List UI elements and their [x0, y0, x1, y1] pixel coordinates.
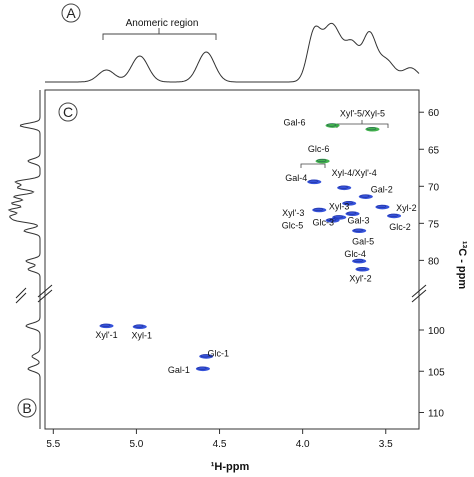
peak-label: Glc-5 [282, 220, 304, 230]
peak-label: Xyl-2 [396, 203, 417, 213]
peak-label: Xyl-1 [131, 331, 152, 341]
hsqc-plot: C 5.5 5.0 4.5 4.0 3.5 60 65 70 75 80 100 105 110 Xy… [37, 89, 468, 473]
cross-peak [358, 194, 373, 199]
panel-c-label: C [63, 104, 73, 120]
x-tick-label: 4.0 [296, 439, 310, 450]
panel-b-label: B [22, 400, 31, 416]
x-tick-label: 4.5 [213, 439, 227, 450]
panel-a-label: A [66, 5, 76, 21]
cross-peak [352, 258, 367, 264]
peak-label: Glc-6 [308, 144, 330, 154]
x-tick-label: 3.5 [379, 439, 393, 450]
y-tick-label: 75 [428, 219, 440, 230]
panel-a-marker [61, 3, 81, 23]
cross-peak [325, 123, 340, 128]
cross-peak [355, 266, 370, 272]
peak-label: Xyl'-3 [282, 208, 304, 218]
cross-peak [312, 207, 327, 213]
cross-peak [375, 204, 390, 210]
peak-label: Gal-6 [284, 118, 306, 128]
anomeric-region-bracket [102, 28, 217, 40]
peak-label: Gal-2 [371, 185, 393, 195]
carbon-trace [7, 90, 41, 429]
peak-label: Xyl'-5/Xyl-5 [340, 108, 385, 118]
cross-peaks [99, 123, 402, 372]
cross-peak [307, 179, 322, 185]
cross-peak [337, 185, 352, 191]
axis-break-left [37, 284, 53, 303]
peak-label: Gal-4 [285, 173, 307, 183]
proton-spectrum: A Anomeric region [45, 3, 420, 83]
cross-peak [352, 228, 367, 234]
y-axis-ticks: 60 65 70 75 80 100 105 110 [419, 108, 445, 420]
peak-label: Gal-5 [352, 237, 374, 247]
cross-peak [325, 218, 340, 223]
x-tick-label: 5.0 [129, 439, 143, 450]
peak-label: Xyl'-1 [95, 330, 117, 340]
axis-break-right [411, 284, 427, 303]
peak-label: Xyl'-2 [349, 273, 371, 283]
cross-peak [345, 211, 360, 217]
y-axis-title: ¹³C - ppm [456, 241, 468, 289]
plot-frame [44, 89, 420, 430]
y-tick-label: 100 [428, 326, 445, 337]
y-tick-label: 60 [428, 108, 440, 119]
cross-peak [199, 354, 214, 359]
peak-label: Xyl-3 [329, 201, 350, 211]
peak-label: Glc-3 [312, 217, 334, 227]
panel-c-marker [58, 102, 78, 122]
y-tick-label: 65 [428, 145, 440, 156]
peak-label: Gal-1 [168, 365, 190, 375]
proton-trace [45, 22, 420, 83]
cross-peak [387, 213, 402, 219]
cross-peak [195, 366, 210, 372]
carbon-spectrum: B [7, 90, 41, 429]
peak-label: Glc-4 [344, 249, 366, 259]
cross-peak [99, 323, 114, 329]
cross-peak [342, 201, 357, 206]
peak-label: Gal-3 [348, 216, 370, 226]
x-axis-ticks: 5.5 5.0 4.5 4.0 3.5 [46, 429, 393, 450]
peak-label: Glc-2 [389, 222, 411, 232]
cross-peak [315, 158, 330, 164]
cross-peak [132, 324, 147, 330]
peak-label: Glc-1 [207, 348, 229, 358]
peak-label: Xyl-4/Xyl'-4 [332, 168, 377, 178]
peak-labels: Xyl'-1 Xyl-1 Glc-1 Gal-1 Gal-4 Xyl-4/Xyl'-4 Ga… [95, 108, 416, 375]
x-tick-label: 5.5 [46, 439, 60, 450]
y-tick-label: 110 [428, 409, 444, 420]
x-axis-title: ¹H-ppm [211, 461, 250, 473]
y-tick-label: 105 [428, 367, 445, 378]
panel-b-marker [17, 398, 37, 418]
y-tick-label: 80 [428, 256, 440, 267]
y-tick-label: 70 [428, 182, 440, 193]
cross-peak [365, 126, 380, 132]
anomeric-region-label: Anomeric region [126, 18, 199, 29]
